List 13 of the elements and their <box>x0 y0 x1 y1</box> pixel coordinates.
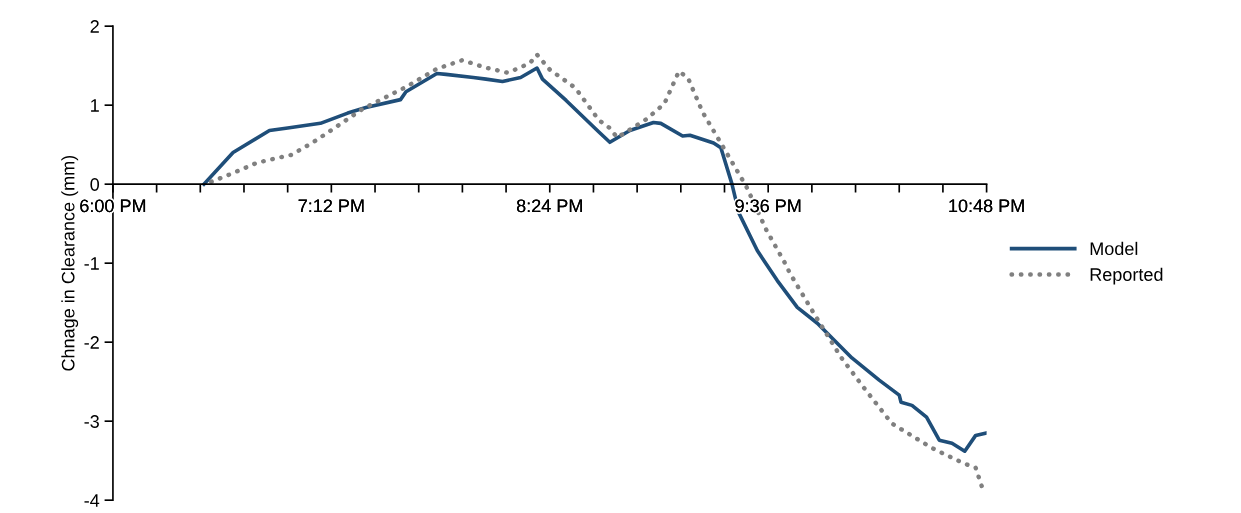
y-tick-label: -3 <box>84 415 99 428</box>
legend-label: Model <box>1090 241 1138 256</box>
y-tick-label: -4 <box>84 494 100 507</box>
legend-label: Reported <box>1090 267 1163 285</box>
y-tick-label: 1 <box>91 99 99 112</box>
y-tick-label: -2 <box>84 336 99 349</box>
y-tick-label: 0 <box>90 178 100 191</box>
y-tick-label: 2 <box>90 20 99 33</box>
y-axis-title: Chnage in Clearance (mm) <box>61 155 79 371</box>
x-tick-label: 10:48 PM <box>949 199 1024 213</box>
y-tick-label: -1 <box>84 257 99 270</box>
x-tick-label: 8:24 PM <box>516 199 582 213</box>
x-tick-label: 7:12 PM <box>298 199 364 213</box>
